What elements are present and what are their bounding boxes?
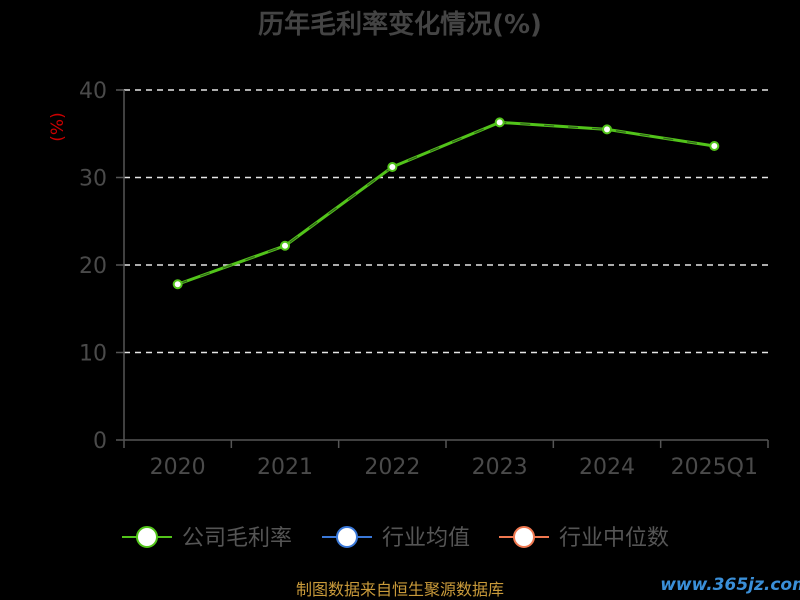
legend[interactable]: 公司毛利率 行业均值 行业中位数 <box>122 526 669 551</box>
x-tick-label: 2024 <box>579 455 635 480</box>
data-point[interactable] <box>494 117 505 128</box>
legend-label: 公司毛利率 <box>182 526 292 551</box>
legend-item[interactable]: 行业均值 <box>322 526 470 551</box>
y-tick-labels: 0 10 20 30 40 <box>79 79 107 454</box>
x-tick-label: 2020 <box>150 455 206 480</box>
y-axis-unit: (%) <box>48 112 68 141</box>
y-tick-label: 30 <box>79 167 107 192</box>
x-tick-label: 2025Q1 <box>671 455 758 480</box>
legend-item[interactable]: 公司毛利率 <box>122 526 292 551</box>
data-point[interactable] <box>709 141 720 151</box>
series-line <box>177 120 715 286</box>
watermark-logo: www.365jz.com <box>660 575 800 595</box>
legend-marker-icon <box>513 526 535 548</box>
x-tick-label: 2023 <box>472 455 528 480</box>
x-tick-labels: 2020 2021 2022 2023 2024 2025Q1 <box>150 455 758 480</box>
data-source-note: 制图数据来自恒生聚源数据库 <box>296 580 504 599</box>
legend-marker-icon <box>336 526 358 548</box>
data-point[interactable] <box>387 162 398 172</box>
x-tick-label: 2021 <box>257 455 313 480</box>
series-line-overlay <box>177 121 715 285</box>
y-tick-label: 10 <box>79 342 107 367</box>
legend-label: 行业中位数 <box>559 526 669 551</box>
series-layer <box>172 117 720 290</box>
y-tick-label: 20 <box>79 254 107 279</box>
chart-title: 历年毛利率变化情况(%) <box>258 9 542 40</box>
data-point[interactable] <box>172 279 183 290</box>
legend-label: 行业均值 <box>382 526 470 551</box>
data-point[interactable] <box>280 240 290 251</box>
y-tick-label: 40 <box>79 79 107 104</box>
grid-lines <box>124 89 768 354</box>
y-tick-label: 0 <box>93 429 107 454</box>
legend-item[interactable]: 行业中位数 <box>499 526 669 551</box>
x-tick-label: 2022 <box>364 455 420 480</box>
legend-marker-icon <box>136 526 158 548</box>
data-point[interactable] <box>602 124 612 135</box>
axes <box>116 89 769 448</box>
